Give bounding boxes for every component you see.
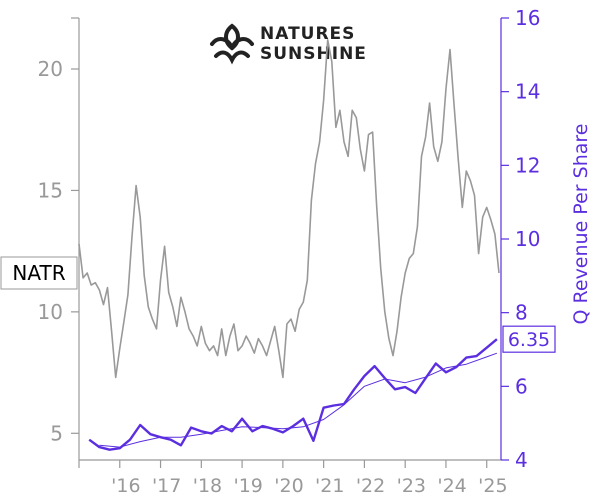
left-tick-label: 10 (38, 300, 63, 324)
brand-wordmark: NATURES SUNSHINE (260, 24, 367, 64)
last-value-label: 6.35 (508, 329, 550, 351)
x-tick-label: '22 (356, 475, 385, 497)
right-tick-label: 6 (515, 374, 528, 398)
leaf-icon (210, 23, 254, 65)
x-tick-label: '17 (152, 475, 181, 497)
right-tick-label: 12 (515, 153, 540, 177)
brand-line-1: NATURES (260, 24, 356, 44)
brand-logo: NATURES SUNSHINE (208, 22, 378, 68)
x-tick-label: '16 (111, 475, 140, 497)
right-axis-title: Q Revenue Per Share (570, 124, 592, 325)
left-tick-label: 20 (38, 57, 63, 81)
last-value-box (502, 325, 556, 353)
right-tick-label: 16 (515, 6, 540, 30)
x-tick-label: '21 (315, 475, 344, 497)
x-tick-label: '24 (437, 475, 466, 497)
right-tick-label: 8 (515, 301, 528, 325)
ticker-label-box (0, 256, 78, 290)
x-tick-label: '25 (478, 475, 507, 497)
price-line (78, 39, 500, 379)
x-tick-label: '19 (234, 475, 263, 497)
revenue-trend-line (99, 352, 498, 448)
brand-line-2: SUNSHINE (260, 44, 367, 64)
x-tick-label: '18 (193, 475, 222, 497)
right-tick-label: 4 (515, 448, 528, 472)
right-tick-label: 14 (515, 80, 540, 104)
right-tick-label: 10 (515, 227, 540, 251)
ticker-label: NATR (12, 261, 65, 285)
revenue-line (88, 338, 498, 451)
x-tick-label: '23 (397, 475, 426, 497)
x-tick-label: '20 (274, 475, 303, 497)
left-tick-label: 15 (38, 178, 63, 202)
left-tick-label: 5 (50, 421, 63, 445)
